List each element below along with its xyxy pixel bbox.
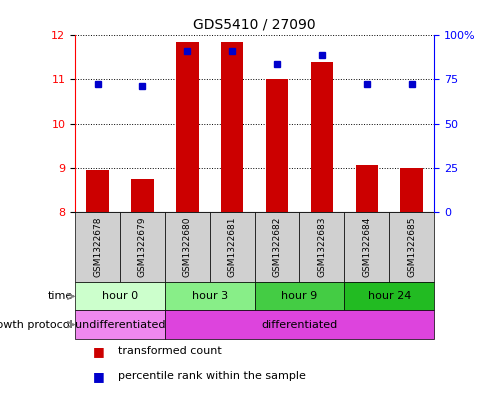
Text: GSM1322681: GSM1322681: [227, 217, 236, 277]
Bar: [75, 212, 120, 282]
Bar: [400, 168, 422, 212]
Bar: [209, 212, 254, 282]
Bar: [75, 310, 165, 339]
Text: GSM1322678: GSM1322678: [93, 217, 102, 277]
Text: GSM1322685: GSM1322685: [406, 217, 415, 277]
Bar: [165, 282, 254, 310]
Text: transformed count: transformed count: [118, 346, 222, 356]
Bar: [310, 62, 333, 212]
Text: GSM1322679: GSM1322679: [137, 217, 147, 277]
Text: GSM1322684: GSM1322684: [362, 217, 371, 277]
Bar: [86, 170, 108, 212]
Text: hour 24: hour 24: [367, 291, 410, 301]
Text: undifferentiated: undifferentiated: [75, 320, 165, 330]
Bar: [176, 42, 198, 212]
Text: time: time: [47, 291, 73, 301]
Text: GSM1322683: GSM1322683: [317, 217, 326, 277]
Bar: [254, 282, 344, 310]
Bar: [344, 212, 388, 282]
Text: hour 0: hour 0: [102, 291, 138, 301]
Bar: [254, 212, 299, 282]
Bar: [131, 179, 153, 212]
Text: hour 9: hour 9: [281, 291, 317, 301]
Bar: [165, 212, 209, 282]
Title: GDS5410 / 27090: GDS5410 / 27090: [193, 17, 315, 31]
Bar: [344, 282, 433, 310]
Text: ■: ■: [93, 345, 105, 358]
Text: percentile rank within the sample: percentile rank within the sample: [118, 371, 305, 382]
Text: hour 3: hour 3: [191, 291, 227, 301]
Bar: [299, 212, 344, 282]
Text: growth protocol: growth protocol: [0, 320, 73, 330]
Text: GSM1322682: GSM1322682: [272, 217, 281, 277]
Bar: [265, 79, 287, 212]
Bar: [221, 42, 243, 212]
Bar: [75, 282, 165, 310]
Text: differentiated: differentiated: [261, 320, 337, 330]
Bar: [165, 310, 433, 339]
Bar: [120, 212, 165, 282]
Text: GSM1322680: GSM1322680: [182, 217, 192, 277]
Bar: [355, 165, 377, 212]
Text: ■: ■: [93, 370, 105, 383]
Bar: [388, 212, 433, 282]
